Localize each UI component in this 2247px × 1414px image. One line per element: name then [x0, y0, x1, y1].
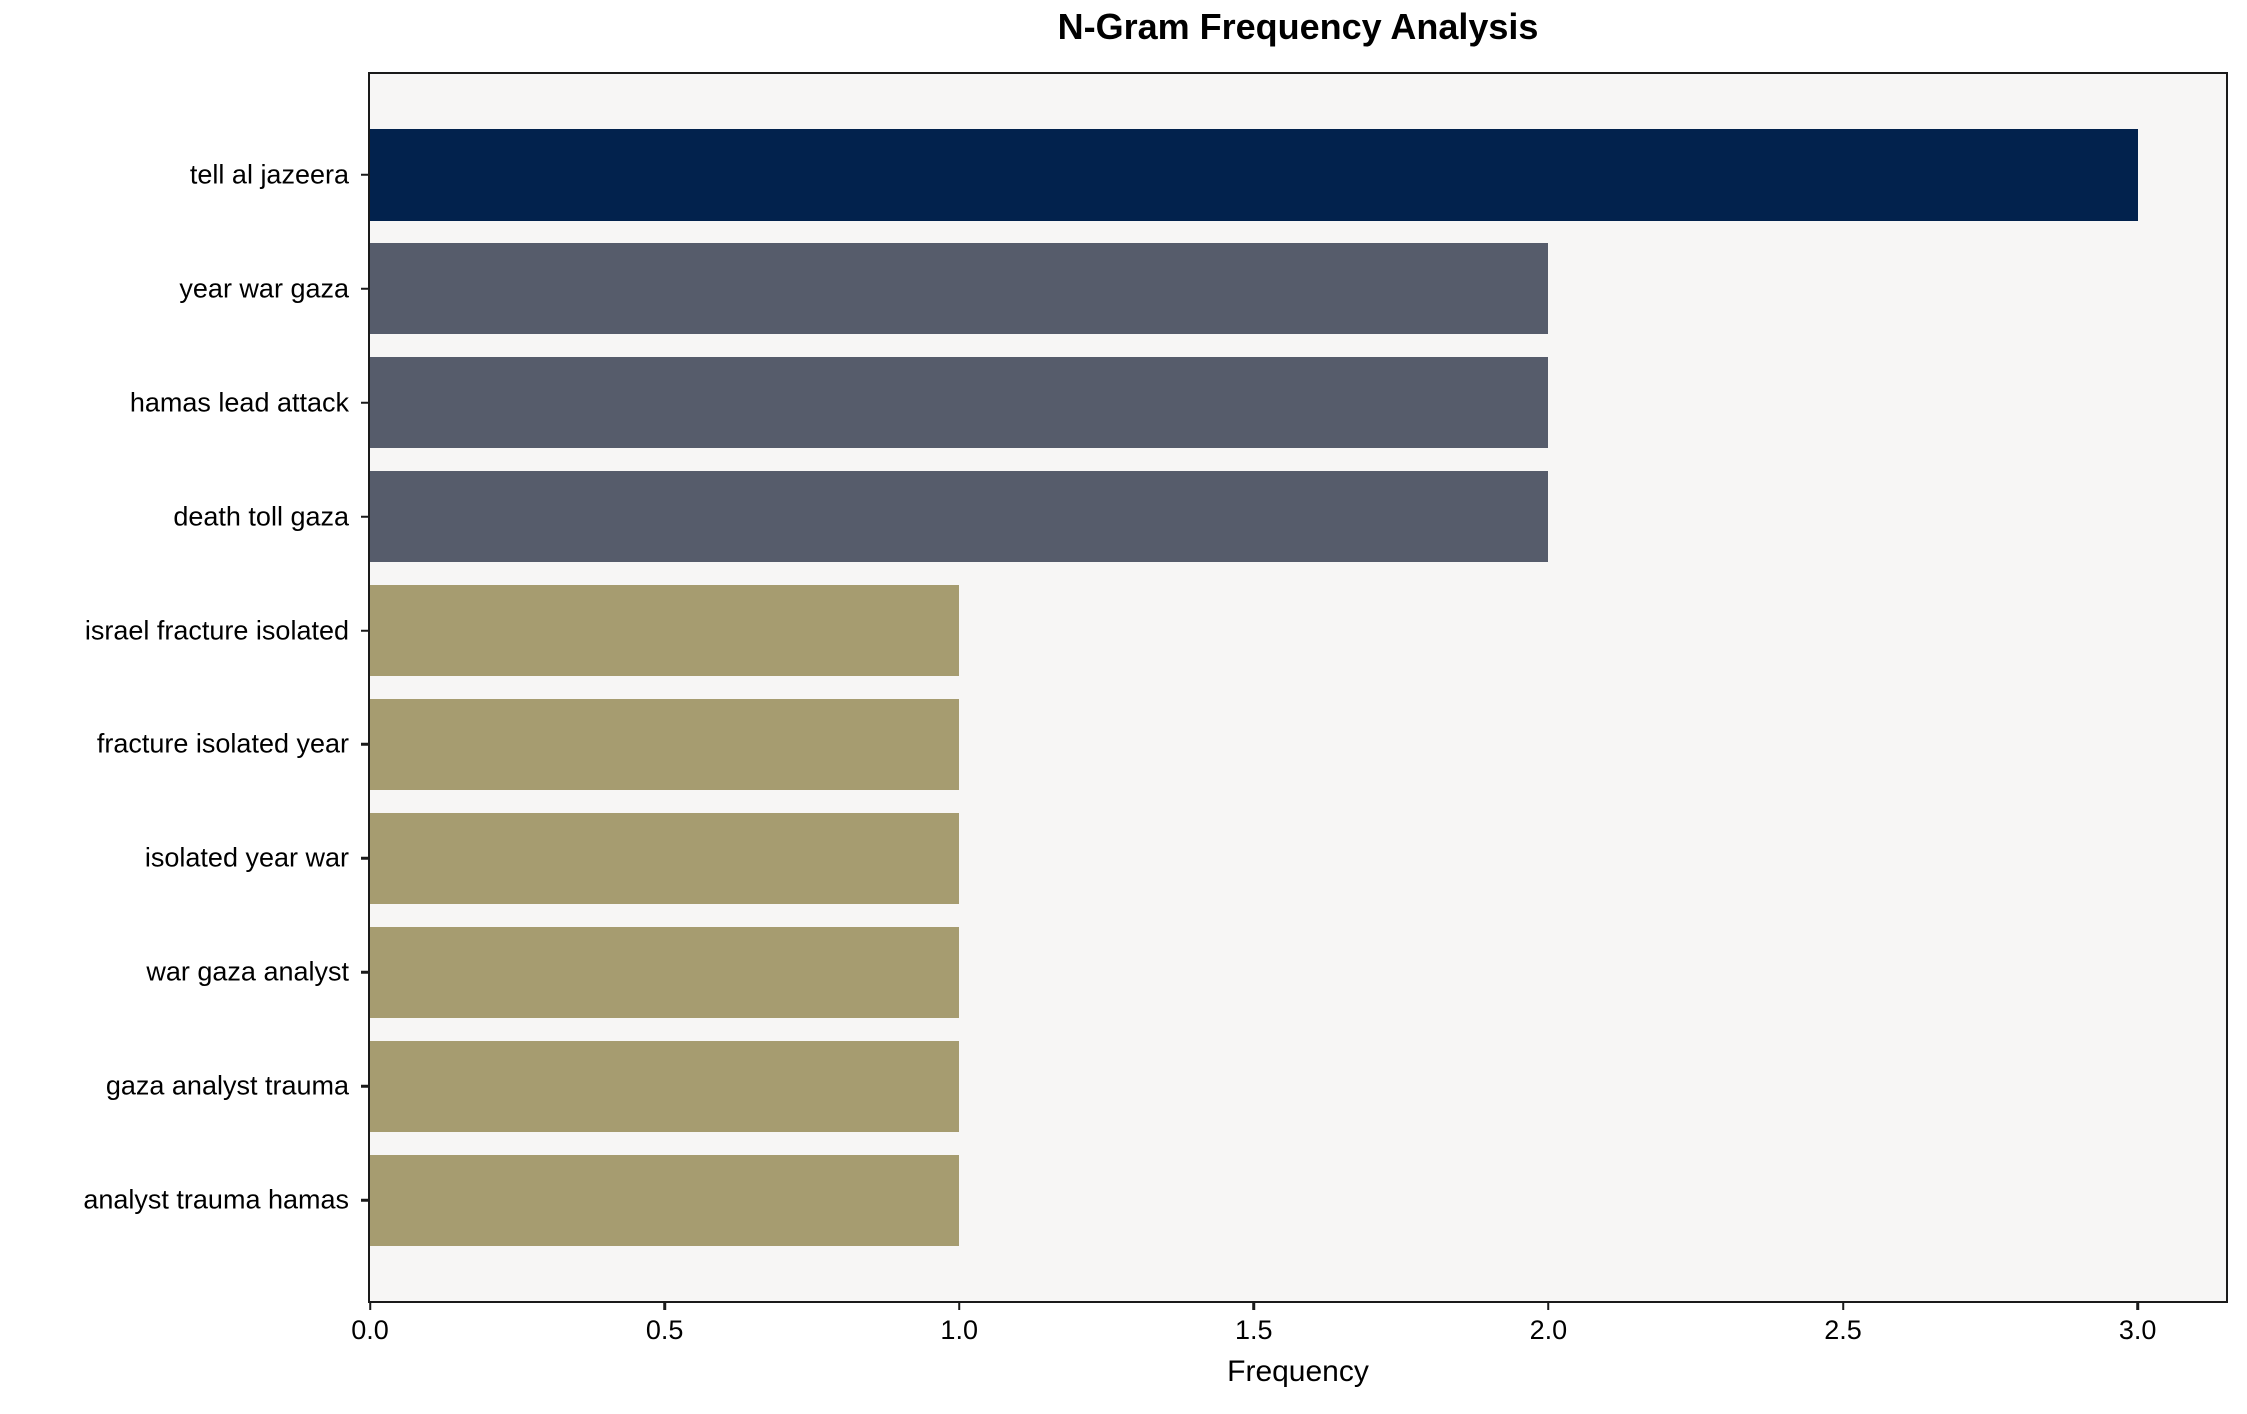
bar-gaza-analyst-trauma — [370, 1040, 960, 1132]
x-tick: 2.5 — [1824, 1301, 1862, 1344]
y-tick-mark — [361, 971, 370, 974]
bar-row: tell al jazeera — [190, 118, 2226, 232]
x-tick-mark — [368, 1301, 372, 1310]
y-tick-mark — [361, 1198, 370, 1202]
bar-row: hamas lead attack — [130, 346, 2226, 460]
x-tick-label: 1.5 — [1235, 1315, 1273, 1345]
x-tick-mark — [1547, 1301, 1550, 1310]
bar-row: fracture isolated year — [97, 688, 2226, 802]
y-axis-label: analyst trauma hamas — [83, 1184, 349, 1215]
x-tick-mark — [663, 1301, 666, 1310]
bar-death-toll-gaza — [370, 471, 1549, 563]
y-axis-label: year war gaza — [179, 273, 349, 304]
bar-row: isolated year war — [145, 801, 2226, 915]
x-tick-mark — [2136, 1301, 2139, 1310]
chart-title: N-Gram Frequency Analysis — [1057, 6, 1539, 47]
y-tick-mark — [361, 857, 370, 860]
x-tick-label: 3.0 — [2118, 1315, 2157, 1345]
bar-analyst-trauma-hamas — [370, 1154, 960, 1246]
y-tick-mark — [361, 515, 370, 518]
y-axis-label: isolated year war — [144, 842, 349, 873]
x-tick-mark — [1841, 1301, 1845, 1310]
bar-row: year war gaza — [179, 232, 2226, 346]
bar-hamas-lead-attack — [370, 357, 1549, 449]
y-tick-mark — [361, 401, 370, 405]
bar-row: israel fracture isolated — [85, 574, 2226, 688]
bar-year-war-gaza — [370, 243, 1549, 335]
x-tick-mark — [1252, 1301, 1256, 1310]
plot-area: tell al jazeera year war gaza hamas lead… — [83, 72, 2228, 1387]
x-tick-label: 2.5 — [1824, 1315, 1862, 1345]
x-tick: 3.0 — [2118, 1301, 2157, 1345]
bar-isolated-year-war — [370, 812, 960, 904]
x-tick-mark — [957, 1301, 961, 1310]
y-tick-mark — [361, 1084, 370, 1088]
y-axis-label: fracture isolated year — [96, 728, 349, 759]
bar-war-gaza-analyst — [370, 926, 960, 1018]
x-tick-label: 1.0 — [940, 1315, 978, 1345]
x-tick: 2.0 — [1529, 1301, 1568, 1345]
y-axis-label: tell al jazeera — [189, 159, 349, 190]
x-tick: 1.0 — [940, 1301, 978, 1344]
bar-israel-fracture-isolated — [370, 585, 960, 677]
bar-row: death toll gaza — [173, 460, 2226, 574]
y-axis-label: death toll gaza — [173, 501, 349, 532]
x-tick-label: 0.0 — [351, 1315, 389, 1345]
x-tick-label: 0.5 — [645, 1315, 684, 1345]
bar-tell-al-jazeera — [370, 129, 2138, 221]
y-axis-label: gaza analyst trauma — [105, 1070, 349, 1101]
x-tick: 0.5 — [645, 1301, 684, 1345]
bar-fracture-isolated-year — [370, 698, 960, 791]
y-tick-mark — [361, 287, 370, 291]
y-tick-mark — [361, 743, 370, 746]
y-axis-label: war gaza analyst — [146, 956, 349, 987]
bar-row: analyst trauma hamas — [83, 1143, 2226, 1257]
bar-row: gaza analyst trauma — [106, 1029, 2226, 1143]
bars-container: tell al jazeera year war gaza hamas lead… — [83, 118, 2226, 1257]
x-tick-label: 2.0 — [1529, 1315, 1568, 1345]
y-tick-mark — [361, 173, 370, 177]
x-tick: 0.0 — [351, 1301, 389, 1344]
y-axis-label: israel fracture isolated — [84, 615, 349, 646]
y-tick-mark — [361, 629, 370, 632]
x-axis-title: Frequency — [1227, 1355, 1369, 1388]
x-tick: 1.5 — [1235, 1301, 1273, 1344]
y-axis-label: hamas lead attack — [129, 387, 349, 418]
bar-row: war gaza analyst — [146, 915, 2226, 1029]
